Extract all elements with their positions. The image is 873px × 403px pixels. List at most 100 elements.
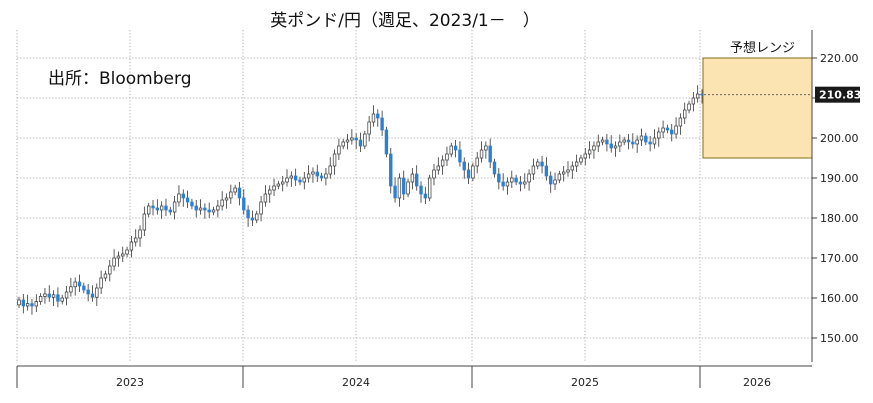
candle-body <box>134 237 138 243</box>
candle-body <box>415 173 419 187</box>
candle-body <box>583 153 587 159</box>
candle-body <box>224 197 229 201</box>
candle-body <box>553 179 557 185</box>
candle-body <box>129 241 134 251</box>
candle-body <box>618 141 622 147</box>
candle-body <box>505 181 510 187</box>
candle-body <box>319 175 324 179</box>
candle-body <box>194 205 198 211</box>
candle-body <box>639 135 644 141</box>
candle-body <box>570 165 575 171</box>
forecast-range-box <box>702 57 813 159</box>
candle-body <box>38 296 43 302</box>
candle-body <box>263 193 268 203</box>
candle-body <box>695 93 700 99</box>
candle-body <box>484 145 488 151</box>
candle-body <box>561 171 566 175</box>
candle-body <box>376 113 380 119</box>
candle-body <box>678 117 683 127</box>
candle-body <box>670 129 674 135</box>
candle-body <box>233 187 237 193</box>
candle-body <box>631 141 635 145</box>
x-axis: 2023 2024 2025 2026 <box>16 365 812 389</box>
gridlines <box>16 30 812 362</box>
candle-body <box>488 145 492 163</box>
candle-body <box>164 205 168 211</box>
candle-body <box>661 127 665 133</box>
candle-body <box>302 177 306 183</box>
candle-body <box>453 145 458 151</box>
candle-body <box>592 145 596 151</box>
candle-body <box>56 294 60 302</box>
candle-body <box>600 139 605 143</box>
candle-body <box>116 255 121 259</box>
candle-body <box>246 209 250 219</box>
candle-body <box>211 209 216 213</box>
candle-body <box>626 139 631 143</box>
candle-body <box>82 285 86 291</box>
y-tick-label: 190.00 <box>820 172 859 185</box>
y-tick-label: 220.00 <box>820 52 859 65</box>
candle-body <box>549 175 553 185</box>
candle-body <box>73 281 77 288</box>
candle-body <box>172 201 177 213</box>
candle-body <box>540 161 544 167</box>
source-label: 出所：Bloomberg <box>48 69 191 89</box>
candle-body <box>328 165 332 175</box>
candle-body <box>30 303 34 307</box>
candle-body <box>440 159 445 167</box>
candle-body <box>151 205 155 209</box>
last-value-label: 210.83 <box>819 89 861 102</box>
candle-body <box>609 143 613 149</box>
candle-body <box>510 177 514 183</box>
candle-body <box>311 171 315 175</box>
candle-body <box>324 173 328 179</box>
candle-body <box>51 294 56 298</box>
candle-body <box>410 173 415 183</box>
candle-body <box>77 281 82 287</box>
x-tick-label: 2024 <box>342 376 370 389</box>
candle-body <box>159 205 164 211</box>
candle-body <box>644 135 648 143</box>
candle-body <box>315 171 319 177</box>
candle-body <box>501 181 505 187</box>
candle-body <box>64 291 69 299</box>
candle-body <box>648 141 652 145</box>
candle-body <box>108 265 112 275</box>
candle-body <box>216 205 220 211</box>
candle-body <box>466 169 471 179</box>
candle-body <box>112 257 116 267</box>
candle-body <box>691 97 696 105</box>
x-tick-label: 2026 <box>743 376 771 389</box>
candle-body <box>255 213 259 221</box>
candle-body <box>389 153 393 187</box>
candle-body <box>43 293 47 297</box>
candles <box>17 85 812 315</box>
forecast-range-label: 予想レンジ <box>730 40 795 56</box>
candle-body <box>306 173 311 179</box>
candle-body <box>587 149 592 155</box>
candle-body <box>354 137 358 141</box>
candle-body <box>523 181 527 185</box>
candle-body <box>367 121 371 135</box>
candle-body <box>423 193 428 199</box>
candle-body <box>358 139 363 147</box>
y-tick-label: 150.00 <box>820 332 859 345</box>
candle-body <box>574 161 579 167</box>
candle-body <box>90 293 95 298</box>
candle-body <box>402 177 406 195</box>
candle-body <box>393 185 397 199</box>
candle-body <box>207 209 211 213</box>
candle-body <box>181 193 185 199</box>
candle-body <box>341 141 345 147</box>
candle-body <box>432 169 436 179</box>
candle-body <box>289 175 294 179</box>
candle-body <box>527 173 531 183</box>
candle-body <box>514 177 518 183</box>
candle-body <box>60 297 64 302</box>
y-tick-label: 200.00 <box>820 132 859 145</box>
candle-body <box>613 145 618 149</box>
candle-body <box>198 207 203 211</box>
candle-body <box>337 145 341 155</box>
